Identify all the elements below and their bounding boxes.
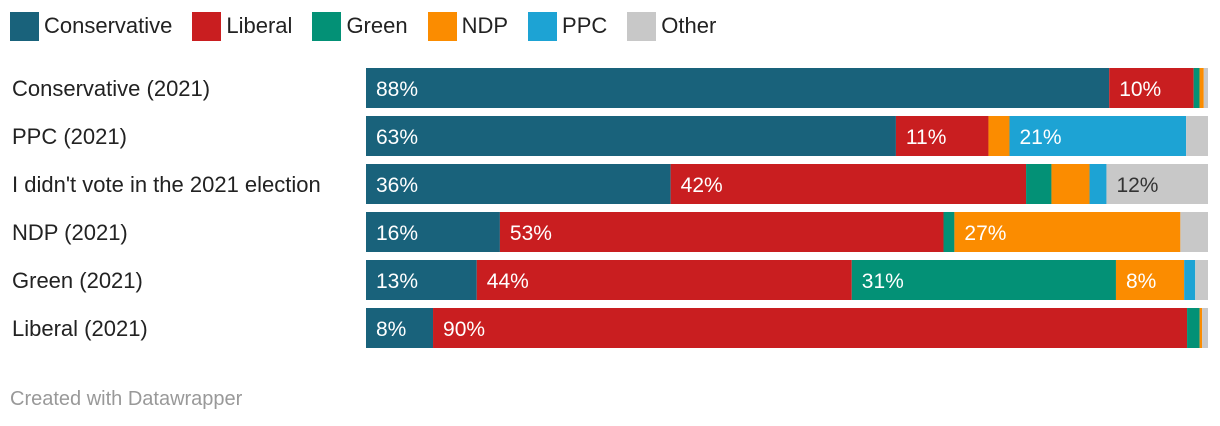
- bar-segment-liberal: [433, 308, 1188, 348]
- legend-swatch: [192, 11, 222, 41]
- row-label: Liberal (2021): [12, 316, 148, 341]
- data-label: 21%: [1019, 126, 1061, 149]
- legend-item-liberal: Liberal: [192, 11, 293, 41]
- bar-segment-conservative: [366, 164, 671, 204]
- data-label: 90%: [443, 318, 485, 341]
- bar-segment-ndp: [954, 212, 1181, 252]
- data-label: 36%: [376, 174, 418, 197]
- bar-segment-ndp: [988, 116, 1010, 156]
- bar-segment-liberal: [476, 260, 852, 300]
- bar-segment-conservative: [366, 308, 434, 348]
- bar-segment-liberal: [1109, 68, 1194, 108]
- data-label: 10%: [1119, 78, 1161, 101]
- data-label: 27%: [964, 222, 1006, 245]
- bar-segment-other: [1106, 164, 1208, 204]
- legend-label: Other: [661, 13, 717, 38]
- legend-swatch: [528, 11, 558, 41]
- bar-segment-ppc: [1089, 164, 1107, 204]
- bar-segment-conservative: [366, 260, 477, 300]
- bar-segment-conservative: [366, 116, 896, 156]
- bar-segment-liberal: [499, 212, 944, 252]
- legend-item-green: Green: [312, 11, 408, 41]
- legend-item-other: Other: [627, 11, 717, 41]
- bar-segment-green: [851, 260, 1116, 300]
- legend-item-ndp: NDP: [427, 11, 509, 41]
- bar-segment-ppc: [1184, 260, 1196, 300]
- data-label: 8%: [1126, 270, 1156, 293]
- legend-swatch: [10, 11, 39, 41]
- data-label: 16%: [376, 222, 418, 245]
- legend-item-ppc: PPC: [528, 11, 608, 41]
- bar-segment-other: [1203, 68, 1208, 108]
- bar-segment-liberal: [895, 116, 989, 156]
- legend-swatch: [627, 11, 657, 41]
- bar-segment-green: [1026, 164, 1052, 204]
- row-label: PPC (2021): [12, 124, 127, 149]
- bar-segment-green: [1187, 308, 1200, 348]
- data-label: 63%: [376, 126, 418, 149]
- bar-segment-other: [1186, 116, 1208, 156]
- data-label: 8%: [376, 318, 406, 341]
- bar-segment-conservative: [366, 68, 1110, 108]
- bar-segment-other: [1195, 260, 1208, 300]
- chart-legend: Conservative Liberal Green NDP PPC Other: [10, 10, 736, 42]
- data-label: 12%: [1116, 174, 1158, 197]
- bar-segment-ppc: [1009, 116, 1187, 156]
- legend-label: Green: [346, 13, 408, 38]
- data-label: 31%: [862, 270, 904, 293]
- bar-segment-ndp: [1051, 164, 1090, 204]
- bar-segment-conservative: [366, 212, 500, 252]
- legend-swatch: [312, 11, 342, 41]
- row-label: NDP (2021): [12, 220, 128, 245]
- legend-label: Conservative: [44, 13, 173, 38]
- legend-label: Liberal: [226, 13, 293, 38]
- data-label: 42%: [681, 174, 723, 197]
- bar-segment-ndp: [1199, 68, 1204, 108]
- bar-segment-liberal: [670, 164, 1027, 204]
- stacked-bar-chart: Conservative (2021) 88% 10% PPC (2021) 63% 11…: [12, 68, 1208, 348]
- bar-segment-other: [1202, 308, 1208, 348]
- data-label: 53%: [510, 222, 552, 245]
- legend-item-conservative: Conservative: [10, 11, 173, 41]
- bar-segment-ndp: [1199, 308, 1203, 348]
- bar-segment-other: [1180, 212, 1208, 252]
- legend-label: NDP: [461, 13, 509, 38]
- legend-swatch: [427, 11, 457, 41]
- data-label: 44%: [487, 270, 529, 293]
- data-label: 13%: [376, 270, 418, 293]
- data-label: 88%: [376, 78, 418, 101]
- bar-segment-ndp: [1115, 260, 1185, 300]
- legend-label: PPC: [562, 13, 608, 38]
- datawrapper-credit: Created with Datawrapper: [10, 388, 243, 410]
- row-label: Conservative (2021): [12, 76, 210, 101]
- bar-segment-green: [943, 212, 955, 252]
- row-label: I didn't vote in the 2021 election: [12, 172, 321, 197]
- data-label: 11%: [906, 126, 946, 149]
- row-label: Green (2021): [12, 268, 143, 293]
- bar-segment-green: [1193, 68, 1200, 108]
